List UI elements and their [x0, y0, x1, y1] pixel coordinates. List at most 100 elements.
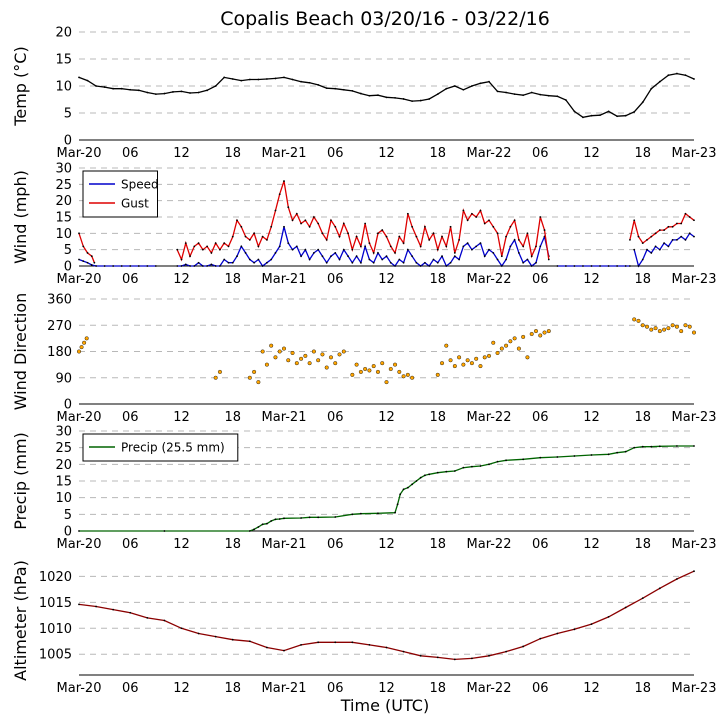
x-tick-label: 12: [173, 681, 190, 696]
data-point-precip: [419, 476, 422, 479]
data-point-speed: [441, 255, 443, 258]
y-tick-label: 1020: [39, 570, 72, 585]
data-point-temp: [137, 89, 140, 92]
data-point-gust: [394, 252, 396, 254]
x-tick-label: 18: [224, 410, 241, 425]
data-point-temp: [86, 79, 89, 82]
x-tick-label: Mar-21: [262, 272, 307, 287]
data-point-speed: [684, 238, 687, 241]
data-point-temp: [197, 91, 200, 94]
data-point-gust: [535, 245, 537, 248]
data-point-speed: [244, 252, 247, 254]
data-point-precip: [78, 530, 80, 532]
data-point-dir: [363, 367, 368, 372]
data-point-precip: [505, 459, 507, 462]
data-point-speed: [82, 260, 85, 262]
data-point-precip: [436, 471, 439, 474]
x-tick-label: Mar-22: [467, 146, 512, 161]
x-tick-label: Mar-20: [57, 146, 102, 161]
data-point-gust: [210, 252, 213, 254]
x-tick-label: 06: [122, 681, 139, 696]
chart-title: Copalis Beach 03/20/16 - 03/22/16: [220, 8, 550, 30]
data-point-precip: [462, 466, 465, 469]
data-point-dir: [328, 355, 333, 360]
data-point-temp: [599, 114, 601, 117]
data-point-speed: [231, 261, 234, 264]
data-point-gust: [543, 229, 546, 231]
data-point-speed: [676, 238, 678, 241]
data-point-dir: [273, 355, 278, 360]
data-point-alt: [505, 650, 507, 653]
data-point-gust: [671, 225, 674, 228]
data-point-speed: [663, 242, 666, 245]
data-point-gust: [197, 242, 200, 245]
data-point-alt: [231, 638, 234, 641]
data-point-temp: [402, 98, 405, 100]
data-point-temp: [274, 77, 277, 80]
x-tick-label: 12: [583, 410, 600, 425]
data-point-speed: [197, 261, 200, 264]
data-point-temp: [223, 76, 226, 79]
x-tick-label: 12: [173, 537, 190, 552]
data-point-gust: [432, 232, 435, 235]
data-point-temp: [547, 94, 550, 97]
data-point-alt: [129, 611, 132, 614]
data-point-speed: [248, 258, 251, 261]
data-point-gust: [93, 261, 96, 264]
data-point-gust: [629, 238, 631, 241]
data-point-gust: [475, 216, 478, 218]
data-point-gust: [201, 248, 204, 251]
data-point-gust: [650, 235, 653, 238]
data-point-gust: [509, 225, 512, 228]
y-axis-label: Wind Direction: [11, 293, 30, 411]
data-point-speed: [359, 261, 362, 264]
data-point-dir: [448, 358, 453, 363]
data-point-speed: [509, 245, 512, 248]
data-point-gust: [317, 222, 320, 225]
data-point-gust: [684, 212, 687, 215]
data-point-precip: [616, 451, 619, 454]
x-tick-label: 06: [122, 410, 139, 425]
data-point-alt: [522, 645, 525, 648]
series-line-speed: [177, 226, 550, 268]
data-point-gust: [261, 235, 264, 238]
data-point-gust: [466, 219, 469, 222]
data-point-speed: [402, 261, 405, 264]
data-point-dir: [76, 349, 81, 354]
data-point-speed: [650, 252, 653, 254]
y-tick-label: 1005: [39, 648, 72, 663]
data-point-gust: [462, 209, 465, 212]
data-point-precip: [556, 456, 559, 458]
y-tick-label: 30: [55, 425, 72, 440]
data-point-speed: [517, 252, 520, 254]
data-point-gust: [193, 245, 196, 248]
data-point-gust: [693, 219, 695, 222]
data-point-precip: [471, 465, 473, 468]
data-point-speed: [671, 238, 674, 241]
data-point-temp: [676, 72, 678, 75]
data-point-precip: [248, 530, 251, 532]
data-point-speed: [633, 248, 636, 251]
data-point-precip: [424, 474, 426, 477]
data-point-dir: [337, 352, 342, 357]
data-point-speed: [137, 265, 140, 267]
data-point-dir: [662, 327, 667, 332]
data-point-temp: [78, 76, 80, 79]
legend-label-speed: Speed: [121, 178, 159, 192]
x-tick-label: Mar-21: [262, 146, 307, 161]
data-point-alt: [402, 650, 405, 653]
data-point-gust: [539, 216, 542, 218]
y-tick-label: 25: [55, 178, 72, 193]
data-point-precip: [415, 480, 418, 482]
data-point-dir: [516, 346, 521, 351]
data-point-speed: [189, 265, 191, 267]
data-point-gust: [389, 245, 392, 248]
data-point-gust: [372, 252, 375, 254]
data-point-alt: [351, 641, 354, 644]
data-point-dir: [324, 365, 329, 370]
data-point-precip: [266, 522, 268, 525]
data-point-gust: [453, 252, 456, 254]
data-point-temp: [163, 92, 166, 95]
data-point-dir: [269, 343, 274, 348]
